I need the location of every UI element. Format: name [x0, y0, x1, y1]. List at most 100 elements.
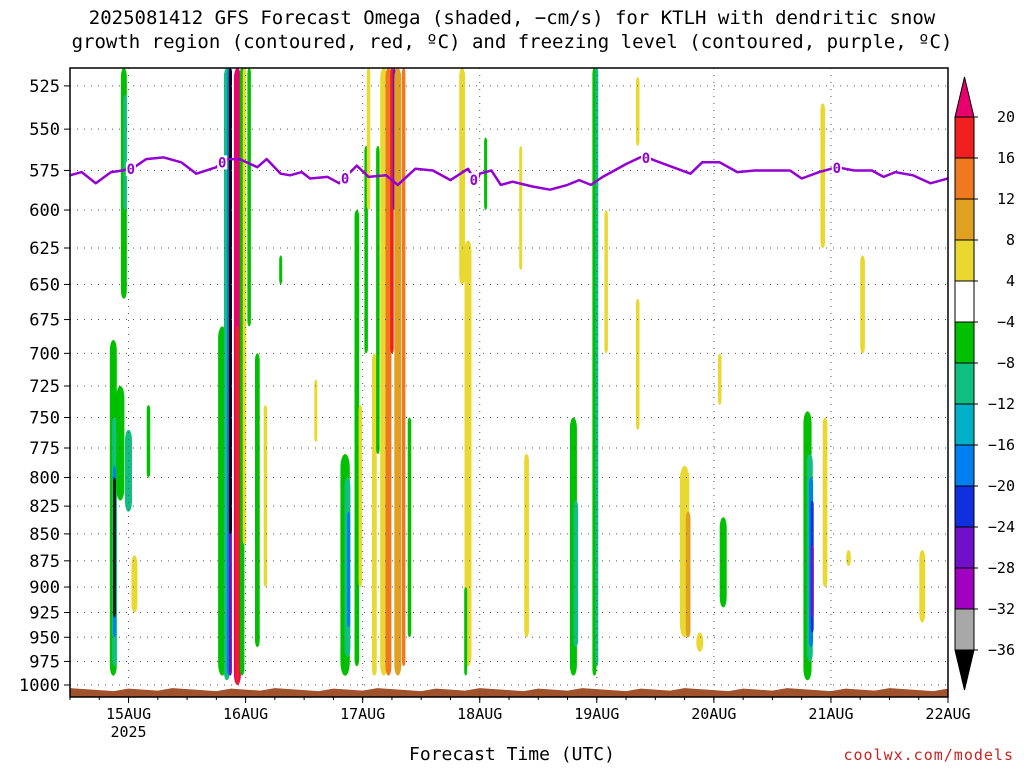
- omega-streak: [113, 477, 116, 618]
- colorbar-swatch: [954, 198, 975, 241]
- colorbar-swatch: [954, 403, 975, 446]
- omega-streak: [919, 550, 926, 623]
- colorbar-label: 12: [997, 190, 1015, 208]
- x-tick-label: 16AUG: [223, 705, 268, 723]
- y-tick-label: 875: [29, 552, 60, 572]
- omega-streak: [347, 511, 351, 628]
- omega-streak: [376, 145, 380, 454]
- omega-streak: [354, 210, 360, 667]
- omega-streak: [810, 544, 814, 618]
- y-tick-label: 950: [29, 628, 60, 648]
- colorbar-swatch: [954, 321, 975, 364]
- omega-streak: [464, 587, 468, 676]
- omega-streak: [459, 68, 466, 285]
- omega-streak: [358, 405, 363, 587]
- y-tick-label: 700: [29, 344, 60, 364]
- omega-streak: [401, 68, 406, 667]
- colorbar-swatch: [954, 567, 975, 610]
- y-tick-label: 725: [29, 377, 60, 397]
- omega-streak: [685, 511, 691, 638]
- omega-streak: [573, 500, 579, 648]
- omega-streak: [255, 353, 260, 648]
- colorbar-label: 8: [1006, 231, 1015, 249]
- omega-streak: [366, 68, 371, 210]
- omega-shading: [109, 68, 926, 685]
- y-tick-label: 900: [29, 578, 60, 598]
- omega-streak: [719, 517, 727, 608]
- omega-streak: [846, 550, 851, 567]
- omega-streak: [484, 137, 488, 210]
- omega-streak: [394, 68, 402, 676]
- y-tick-label: 850: [29, 525, 60, 545]
- omega-streak: [464, 240, 472, 667]
- omega-streak: [820, 103, 826, 249]
- freezing-level-label: 0: [470, 173, 478, 189]
- contour-label-bg: [468, 173, 479, 188]
- omega-streak: [235, 326, 240, 685]
- omega-streak: [123, 94, 127, 210]
- contour-label-bg: [125, 162, 136, 177]
- freezing-level-label: 0: [218, 155, 226, 171]
- contour-label-bg: [340, 171, 351, 186]
- y-tick-label: 800: [29, 469, 60, 489]
- colorbar-label: −12: [988, 395, 1015, 413]
- omega-streak: [860, 255, 865, 354]
- y-tick-label: 625: [29, 239, 60, 259]
- omega-streak: [131, 555, 138, 613]
- x-tick-label: 18AUG: [457, 705, 502, 723]
- y-tick-label: 975: [29, 652, 60, 672]
- x-tick-label: 17AUG: [340, 705, 385, 723]
- colorbar-swatch: [954, 280, 975, 323]
- chart-title-line-2: growth region (contoured, red, ºC) and f…: [71, 31, 953, 53]
- omega-streak: [524, 454, 529, 638]
- colorbar-label: −32: [988, 600, 1015, 618]
- omega-streak: [604, 210, 608, 354]
- y-tick-label: 750: [29, 409, 60, 429]
- colorbar-label: 4: [1006, 272, 1015, 290]
- chart-title-line-1: 2025081412 GFS Forecast Omega (shaded, −…: [88, 7, 936, 29]
- omega-streak: [519, 145, 523, 271]
- omega-streak: [314, 379, 318, 442]
- colorbar-swatch: [954, 157, 975, 200]
- y-tick-label: 550: [29, 120, 60, 140]
- plot-area: 0 0 0 0 0 0: [70, 68, 948, 697]
- omega-streak: [718, 353, 722, 406]
- contour-label-bg: [640, 150, 651, 165]
- y-tick-label: 775: [29, 439, 60, 459]
- y-tick-label: 650: [29, 275, 60, 295]
- colorbar-label: −36: [988, 641, 1015, 659]
- freezing-level-label: 0: [642, 151, 650, 167]
- y-tick-label: 525: [29, 77, 60, 97]
- omega-streak: [263, 405, 268, 587]
- omega-streak: [372, 353, 377, 676]
- freezing-level-label: 0: [127, 162, 135, 178]
- y-tick-label: 575: [29, 161, 60, 181]
- y-tick-label: 675: [29, 311, 60, 331]
- x-axis-label: Forecast Time (UTC): [409, 744, 615, 765]
- colorbar-swatch: [954, 444, 975, 487]
- omega-streak: [279, 255, 283, 285]
- omega-streak: [407, 417, 412, 638]
- omega-streak: [380, 68, 388, 676]
- omega-streak: [636, 77, 640, 146]
- colorbar-swatch: [954, 608, 975, 651]
- colorbar-label: −8: [997, 354, 1015, 372]
- colorbar-swatch: [954, 485, 975, 528]
- colorbar-label: 20: [997, 108, 1015, 126]
- chart-title: 2025081412 GFS Forecast Omega (shaded, −…: [0, 6, 1024, 54]
- colorbar-label: 16: [997, 149, 1015, 167]
- omega-streak: [146, 405, 151, 478]
- omega-streak: [385, 68, 392, 676]
- colorbar-swatch: [954, 116, 975, 159]
- credit-text[interactable]: coolwx.com/models: [843, 746, 1014, 764]
- freezing-level-label: 0: [833, 161, 841, 177]
- omega-streak: [636, 298, 640, 430]
- colorbar-swatch: [954, 239, 975, 282]
- x-tick-label: 21AUG: [808, 705, 853, 723]
- y-tick-label: 1000: [19, 676, 60, 696]
- contour-label-bg: [831, 161, 842, 176]
- grid: [70, 68, 948, 697]
- y-tick-label: 825: [29, 497, 60, 517]
- x-tick-label: 15AUG: [106, 705, 151, 723]
- omega-streak: [247, 68, 251, 327]
